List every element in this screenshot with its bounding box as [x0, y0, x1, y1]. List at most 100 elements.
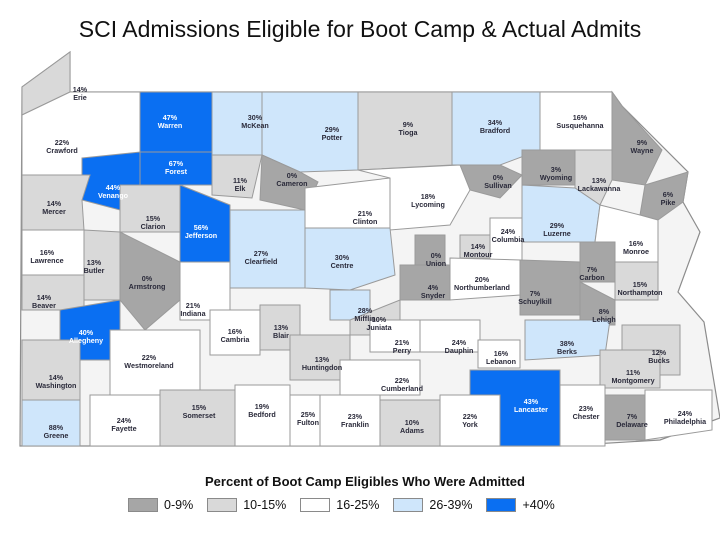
county-name: Elk	[235, 184, 246, 193]
county-percent: 22%	[142, 353, 157, 362]
county-percent: 11%	[626, 368, 641, 377]
county-label-chester: 23% Chester	[573, 404, 600, 421]
county-percent: 19%	[255, 402, 270, 411]
county-name: Lycoming	[411, 200, 445, 209]
county-name: Warren	[158, 121, 183, 130]
county-percent: 44%	[106, 183, 121, 192]
county-greene	[21, 399, 81, 447]
county-name: Greene	[44, 431, 69, 440]
county-percent: 16%	[40, 248, 55, 257]
county-name: Beaver	[32, 301, 56, 310]
county-name: Lehigh	[592, 315, 616, 324]
county-percent: 11%	[233, 176, 248, 185]
county-name: Indiana	[180, 309, 206, 318]
county-name: Cambria	[221, 335, 251, 344]
county-label-delaware: 7% Delaware	[616, 412, 648, 429]
county-name: Mifflin	[354, 314, 375, 323]
county-name: Clinton	[353, 217, 378, 226]
county-name: Franklin	[341, 420, 369, 429]
county-percent: 0%	[142, 274, 153, 283]
county-percent: 6%	[663, 190, 674, 199]
county-percent: 88%	[49, 423, 64, 432]
county-name: Delaware	[616, 420, 648, 429]
county-percent: 18%	[421, 192, 436, 201]
county-name: York	[462, 420, 477, 429]
county-label-lancaster: 43% Lancaster	[514, 397, 548, 414]
county-name: Montour	[464, 250, 493, 259]
county-label-clearfield: 27% Clearfield	[245, 249, 278, 266]
county-percent: 22%	[395, 376, 410, 385]
county-label-juniata: 10% Juniata	[366, 315, 392, 332]
county-armstrong	[119, 231, 181, 331]
legend-swatch	[486, 498, 517, 512]
county-label-dauphin: 24% Dauphin	[445, 338, 474, 355]
county-name: Snyder	[421, 291, 446, 300]
county-name: Erie	[73, 93, 87, 102]
county-percent: 8%	[599, 307, 610, 316]
county-label-carbon: 7% Carbon	[579, 265, 604, 282]
county-name: Wayne	[631, 146, 654, 155]
county-percent: 25%	[301, 410, 316, 419]
county-name: Lawrence	[30, 256, 63, 265]
county-percent: 47%	[163, 113, 178, 122]
county-percent: 40%	[79, 328, 94, 337]
county-label-northumberland: 20% Northumberland	[454, 275, 510, 292]
county-name: Clearfield	[245, 257, 278, 266]
county-label-columbia: 24% Columbia	[492, 227, 526, 244]
county-percent: 13%	[592, 176, 607, 185]
county-label-susquehanna: 16% Susquehanna	[556, 113, 604, 130]
county-percent: 9%	[403, 120, 414, 129]
county-montgomery	[599, 349, 661, 389]
county-percent: 7%	[627, 412, 638, 421]
county-percent: 15%	[146, 214, 161, 223]
county-label-indiana: 21% Indiana	[180, 301, 206, 318]
county-percent: 30%	[335, 253, 350, 262]
county-label-bucks: 12% Bucks	[648, 348, 670, 365]
county-name: Somerset	[183, 411, 216, 420]
county-label-potter: 29% Potter	[322, 125, 343, 142]
county-name: Bucks	[648, 356, 670, 365]
county-percent: 29%	[325, 125, 340, 134]
legend-swatch	[393, 498, 424, 512]
county-percent: 24%	[678, 409, 693, 418]
county-label-schuylkill: 7% Schuylkill	[518, 289, 552, 306]
legend-label: 16-25%	[336, 498, 380, 512]
county-name: Cumberland	[381, 384, 423, 393]
county-name: Armstrong	[129, 282, 166, 291]
county-percent: 22%	[463, 412, 478, 421]
county-name: Allegheny	[69, 336, 103, 345]
county-label-mercer: 14% Mercer	[42, 199, 66, 216]
county-label-venango: 44% Venango	[98, 183, 129, 200]
county-percent: 14%	[47, 199, 62, 208]
county-label-cambria: 16% Cambria	[221, 327, 251, 344]
county-chester	[559, 384, 606, 447]
county-name: Juniata	[366, 323, 392, 332]
county-lebanon	[477, 339, 521, 369]
county-label-forest: 67% Forest	[165, 159, 188, 176]
county-york	[439, 394, 501, 447]
county-potter	[261, 91, 359, 173]
county-label-sullivan: 0% Sullivan	[484, 173, 512, 190]
county-name: Forest	[165, 167, 188, 176]
county-percent: 22%	[55, 138, 70, 147]
county-percent: 12%	[652, 348, 667, 357]
county-name: Columbia	[492, 235, 526, 244]
county-percent: 0%	[493, 173, 504, 182]
legend-item-26-39: 26-39%	[393, 498, 472, 512]
county-percent: 67%	[169, 159, 184, 168]
county-percent: 24%	[452, 338, 467, 347]
county-label-montour: 14% Montour	[464, 242, 493, 259]
county-name: Crawford	[46, 146, 78, 155]
county-label-bedford: 19% Bedford	[248, 402, 276, 419]
county-name: Fulton	[297, 418, 319, 427]
legend-title: Percent of Boot Camp Eligibles Who Were …	[205, 474, 525, 489]
county-percent: 38%	[560, 339, 575, 348]
county-name: Philadelphia	[664, 417, 707, 426]
county-northampton	[614, 261, 659, 301]
county-name: Susquehanna	[556, 121, 604, 130]
county-name: Northampton	[617, 288, 662, 297]
county-percent: 27%	[254, 249, 269, 258]
county-label-perry: 21% Perry	[393, 338, 411, 355]
county-label-lackawanna: 13% Lackawanna	[578, 176, 622, 193]
